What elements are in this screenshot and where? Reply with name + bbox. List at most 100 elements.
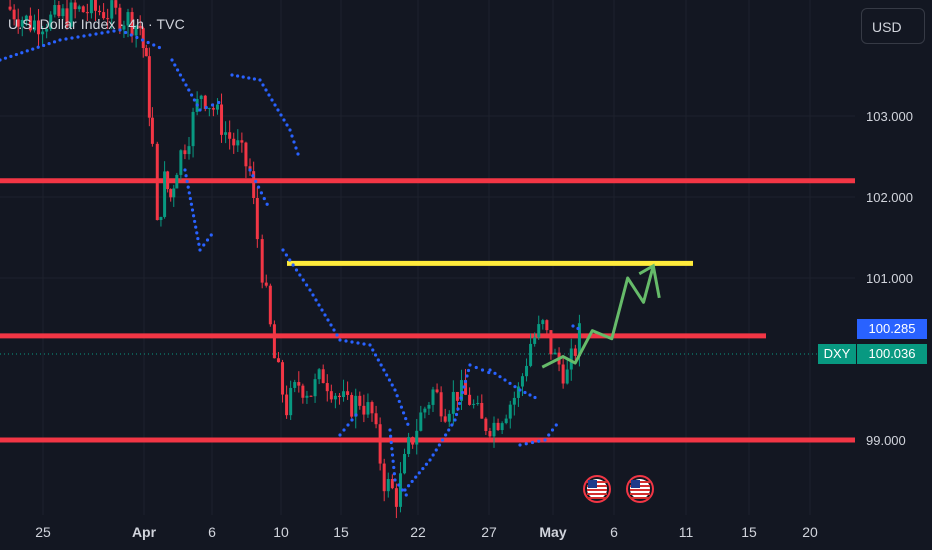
- psar-dot: [305, 283, 309, 287]
- psar-dot: [399, 405, 404, 409]
- psar-dot: [247, 76, 251, 80]
- psar-dot: [292, 140, 296, 144]
- psar-dot: [262, 196, 266, 201]
- candle-body: [537, 324, 541, 338]
- candle-body: [203, 95, 207, 109]
- psar-dot: [518, 388, 522, 392]
- candle-body: [569, 348, 573, 370]
- projection-path: [541, 265, 655, 369]
- candle-body: [211, 108, 215, 110]
- flag-stripe: [587, 493, 607, 495]
- candle-body: [480, 402, 484, 419]
- psar-dot: [391, 459, 395, 463]
- candlestick-series: [8, 0, 581, 519]
- candle-body: [553, 352, 557, 355]
- psar-dot: [410, 479, 414, 484]
- candle-body: [155, 143, 159, 221]
- psar-dot: [58, 38, 62, 42]
- psar-dot: [290, 134, 294, 138]
- psar-dot: [0, 58, 2, 62]
- candle-body: [459, 380, 463, 401]
- candle-body: [16, 19, 20, 27]
- candle-body: [455, 391, 459, 401]
- candle-body: [85, 12, 89, 14]
- psar-dot: [31, 47, 35, 51]
- psar-dot: [498, 375, 502, 379]
- candle-body: [98, 10, 102, 13]
- candle-body: [504, 418, 508, 424]
- x-tick-label: 10: [273, 524, 289, 540]
- psar-dot: [460, 390, 465, 395]
- candle-body: [329, 391, 333, 400]
- psar-dot: [259, 191, 264, 195]
- psar-dot: [389, 440, 393, 445]
- candle-body: [37, 20, 41, 35]
- candle-body: [451, 391, 455, 414]
- candle-body: [264, 282, 268, 286]
- psar-dot: [390, 383, 394, 387]
- psar-dot: [382, 368, 386, 372]
- projection-overlay: [541, 263, 661, 369]
- psar-dot: [447, 428, 451, 432]
- symbol-tag: DXY: [818, 344, 856, 364]
- candle-body: [468, 394, 472, 405]
- psar-dot: [217, 100, 221, 105]
- candle-body: [321, 369, 325, 384]
- psar-dot: [533, 395, 537, 400]
- currency-button[interactable]: USD: [861, 8, 925, 44]
- candle-body: [492, 422, 496, 437]
- candle-body: [77, 6, 81, 10]
- psar-dot: [397, 483, 401, 487]
- candle-body: [398, 473, 402, 507]
- psar-dot: [397, 399, 401, 404]
- candle-body: [118, 7, 122, 30]
- psar-dot: [417, 471, 421, 475]
- flag-canton: [588, 480, 597, 488]
- psar-dot: [301, 278, 305, 282]
- psar-dot: [52, 40, 57, 44]
- psar-dot: [118, 28, 122, 32]
- psar-dot: [466, 368, 471, 373]
- psar-dot: [376, 358, 380, 362]
- psar-dot: [528, 393, 532, 397]
- psar-dot: [195, 103, 199, 107]
- psar-dot: [421, 466, 425, 471]
- candle-body: [447, 413, 451, 422]
- psar-dot: [523, 390, 527, 395]
- candle-body: [169, 189, 173, 198]
- psar-dot: [100, 31, 104, 35]
- psar-dot: [387, 378, 392, 382]
- psar-dot: [270, 98, 274, 102]
- psar-dot: [335, 333, 339, 337]
- candle-body: [191, 111, 195, 147]
- candle-body: [407, 437, 411, 454]
- candle-body: [224, 132, 228, 135]
- candle-body: [472, 403, 476, 405]
- psar-dot: [298, 273, 302, 277]
- candle-body: [236, 140, 240, 146]
- psar-dot: [185, 179, 189, 184]
- psar-dot: [390, 453, 395, 457]
- psar-dot: [576, 326, 580, 331]
- psar-dot: [195, 231, 199, 235]
- candle-body: [488, 431, 492, 437]
- psar-dot: [406, 422, 410, 426]
- psar-dot: [450, 423, 454, 427]
- candle-body: [150, 117, 154, 144]
- candle-body: [268, 285, 272, 325]
- psar-dot: [554, 423, 558, 427]
- candle-body: [166, 171, 170, 190]
- candle-body: [172, 188, 176, 198]
- psar-dot: [524, 442, 528, 446]
- flag-stripe: [630, 489, 650, 491]
- candle-body: [163, 171, 167, 217]
- psar-dot: [388, 428, 392, 432]
- candle-body: [220, 104, 224, 135]
- psar-dot: [291, 263, 295, 267]
- psar-dot: [437, 443, 441, 447]
- flag-canton: [631, 480, 640, 488]
- psar-dot: [530, 440, 535, 445]
- psar-dot: [444, 433, 448, 437]
- candle-body: [147, 56, 151, 118]
